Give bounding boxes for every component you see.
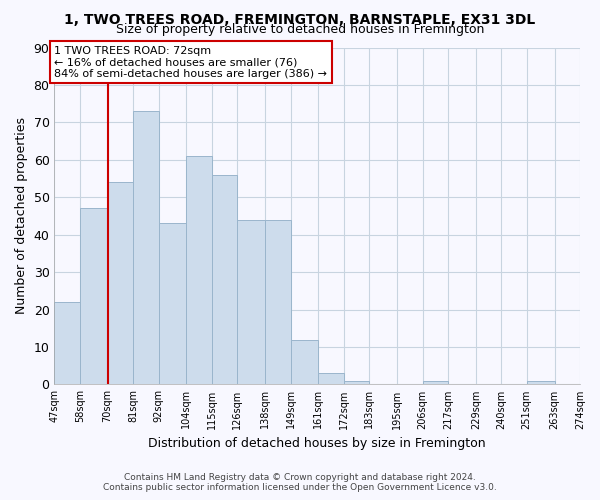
Bar (107, 182, 133, 384)
Bar (80, 208, 107, 384)
Bar (527, 380, 554, 384)
Bar (319, 373, 344, 384)
Bar (344, 380, 370, 384)
Bar (422, 380, 448, 384)
Bar (265, 220, 290, 384)
Bar (133, 111, 158, 384)
Bar (55, 302, 80, 384)
Bar (212, 175, 238, 384)
Text: Contains HM Land Registry data © Crown copyright and database right 2024.
Contai: Contains HM Land Registry data © Crown c… (103, 473, 497, 492)
Bar (187, 156, 212, 384)
Text: 1, TWO TREES ROAD, FREMINGTON, BARNSTAPLE, EX31 3DL: 1, TWO TREES ROAD, FREMINGTON, BARNSTAPL… (64, 12, 536, 26)
X-axis label: Distribution of detached houses by size in Fremington: Distribution of detached houses by size … (148, 437, 486, 450)
Text: 1 TWO TREES ROAD: 72sqm
← 16% of detached houses are smaller (76)
84% of semi-de: 1 TWO TREES ROAD: 72sqm ← 16% of detache… (55, 46, 328, 79)
Bar (290, 340, 319, 384)
Y-axis label: Number of detached properties: Number of detached properties (15, 118, 28, 314)
Text: Size of property relative to detached houses in Fremington: Size of property relative to detached ho… (116, 22, 484, 36)
Bar (238, 220, 265, 384)
Bar (158, 224, 187, 384)
